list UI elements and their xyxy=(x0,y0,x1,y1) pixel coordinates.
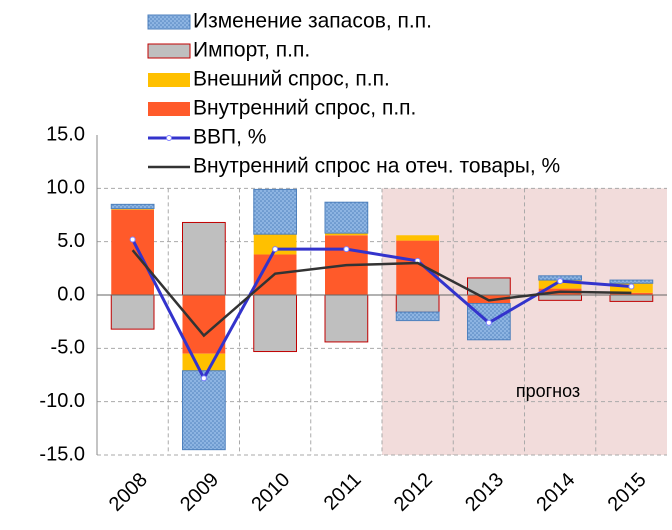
bar xyxy=(609,294,654,302)
bar xyxy=(396,240,439,295)
legend-swatch xyxy=(147,43,191,59)
bar xyxy=(538,294,582,301)
y-tick-label: -15.0 xyxy=(39,443,85,465)
bar xyxy=(182,370,226,451)
bar xyxy=(182,353,226,371)
bar xyxy=(253,294,297,353)
bar xyxy=(110,203,155,210)
y-tick-label: 0.0 xyxy=(57,283,85,305)
x-tick-label: 2015 xyxy=(604,469,651,516)
legend-label: Внутренний спрос, п.п. xyxy=(193,97,416,120)
line-marker xyxy=(485,319,492,326)
x-tick-label: 2009 xyxy=(176,469,223,516)
bar xyxy=(324,294,369,343)
legend-marker xyxy=(166,135,172,141)
line-marker xyxy=(343,246,350,253)
line-marker xyxy=(272,246,279,253)
bar xyxy=(396,235,439,241)
bar xyxy=(609,279,654,284)
x-tick-label: 2012 xyxy=(390,469,437,516)
bar xyxy=(538,280,582,289)
legend-label: Внешний спрос, п.п. xyxy=(193,68,390,91)
line xyxy=(131,249,632,338)
bar xyxy=(111,208,154,210)
x-tick-label: 2008 xyxy=(105,469,152,516)
line-marker xyxy=(129,236,136,243)
legend-label: Внутренний спрос на отеч. товары, % xyxy=(193,155,560,178)
legend-label: Импорт, п.п. xyxy=(193,39,310,62)
line-marker xyxy=(628,283,635,290)
bar xyxy=(395,294,440,313)
bar xyxy=(610,292,653,295)
legend-swatch xyxy=(147,14,191,30)
x-tick-label: 2011 xyxy=(320,469,366,515)
legend-swatch xyxy=(148,73,190,87)
bar xyxy=(182,295,226,354)
y-tick-label: -5.0 xyxy=(51,337,85,359)
legend-swatch xyxy=(148,102,190,116)
y-tick-label: 10.0 xyxy=(46,177,85,199)
line-marker xyxy=(557,278,564,285)
line-marker xyxy=(200,375,207,382)
x-tick-label: 2010 xyxy=(247,469,294,516)
bar xyxy=(111,209,154,295)
legend-label: Изменение запасов, п.п. xyxy=(193,10,432,33)
line xyxy=(131,238,632,382)
y-tick-label: -10.0 xyxy=(39,390,85,412)
bar xyxy=(110,294,155,330)
x-tick-label: 2013 xyxy=(461,469,508,516)
annotation: прогноз xyxy=(516,381,580,401)
y-tick-label: 5.0 xyxy=(57,230,85,252)
legend-label: ВВП, % xyxy=(193,126,266,149)
bar xyxy=(182,221,226,296)
bar xyxy=(395,311,440,322)
bar xyxy=(324,201,369,234)
x-tick-label: 2014 xyxy=(532,469,579,516)
bar xyxy=(325,233,368,236)
y-tick-label: 15.0 xyxy=(46,123,85,145)
bar xyxy=(253,188,297,235)
